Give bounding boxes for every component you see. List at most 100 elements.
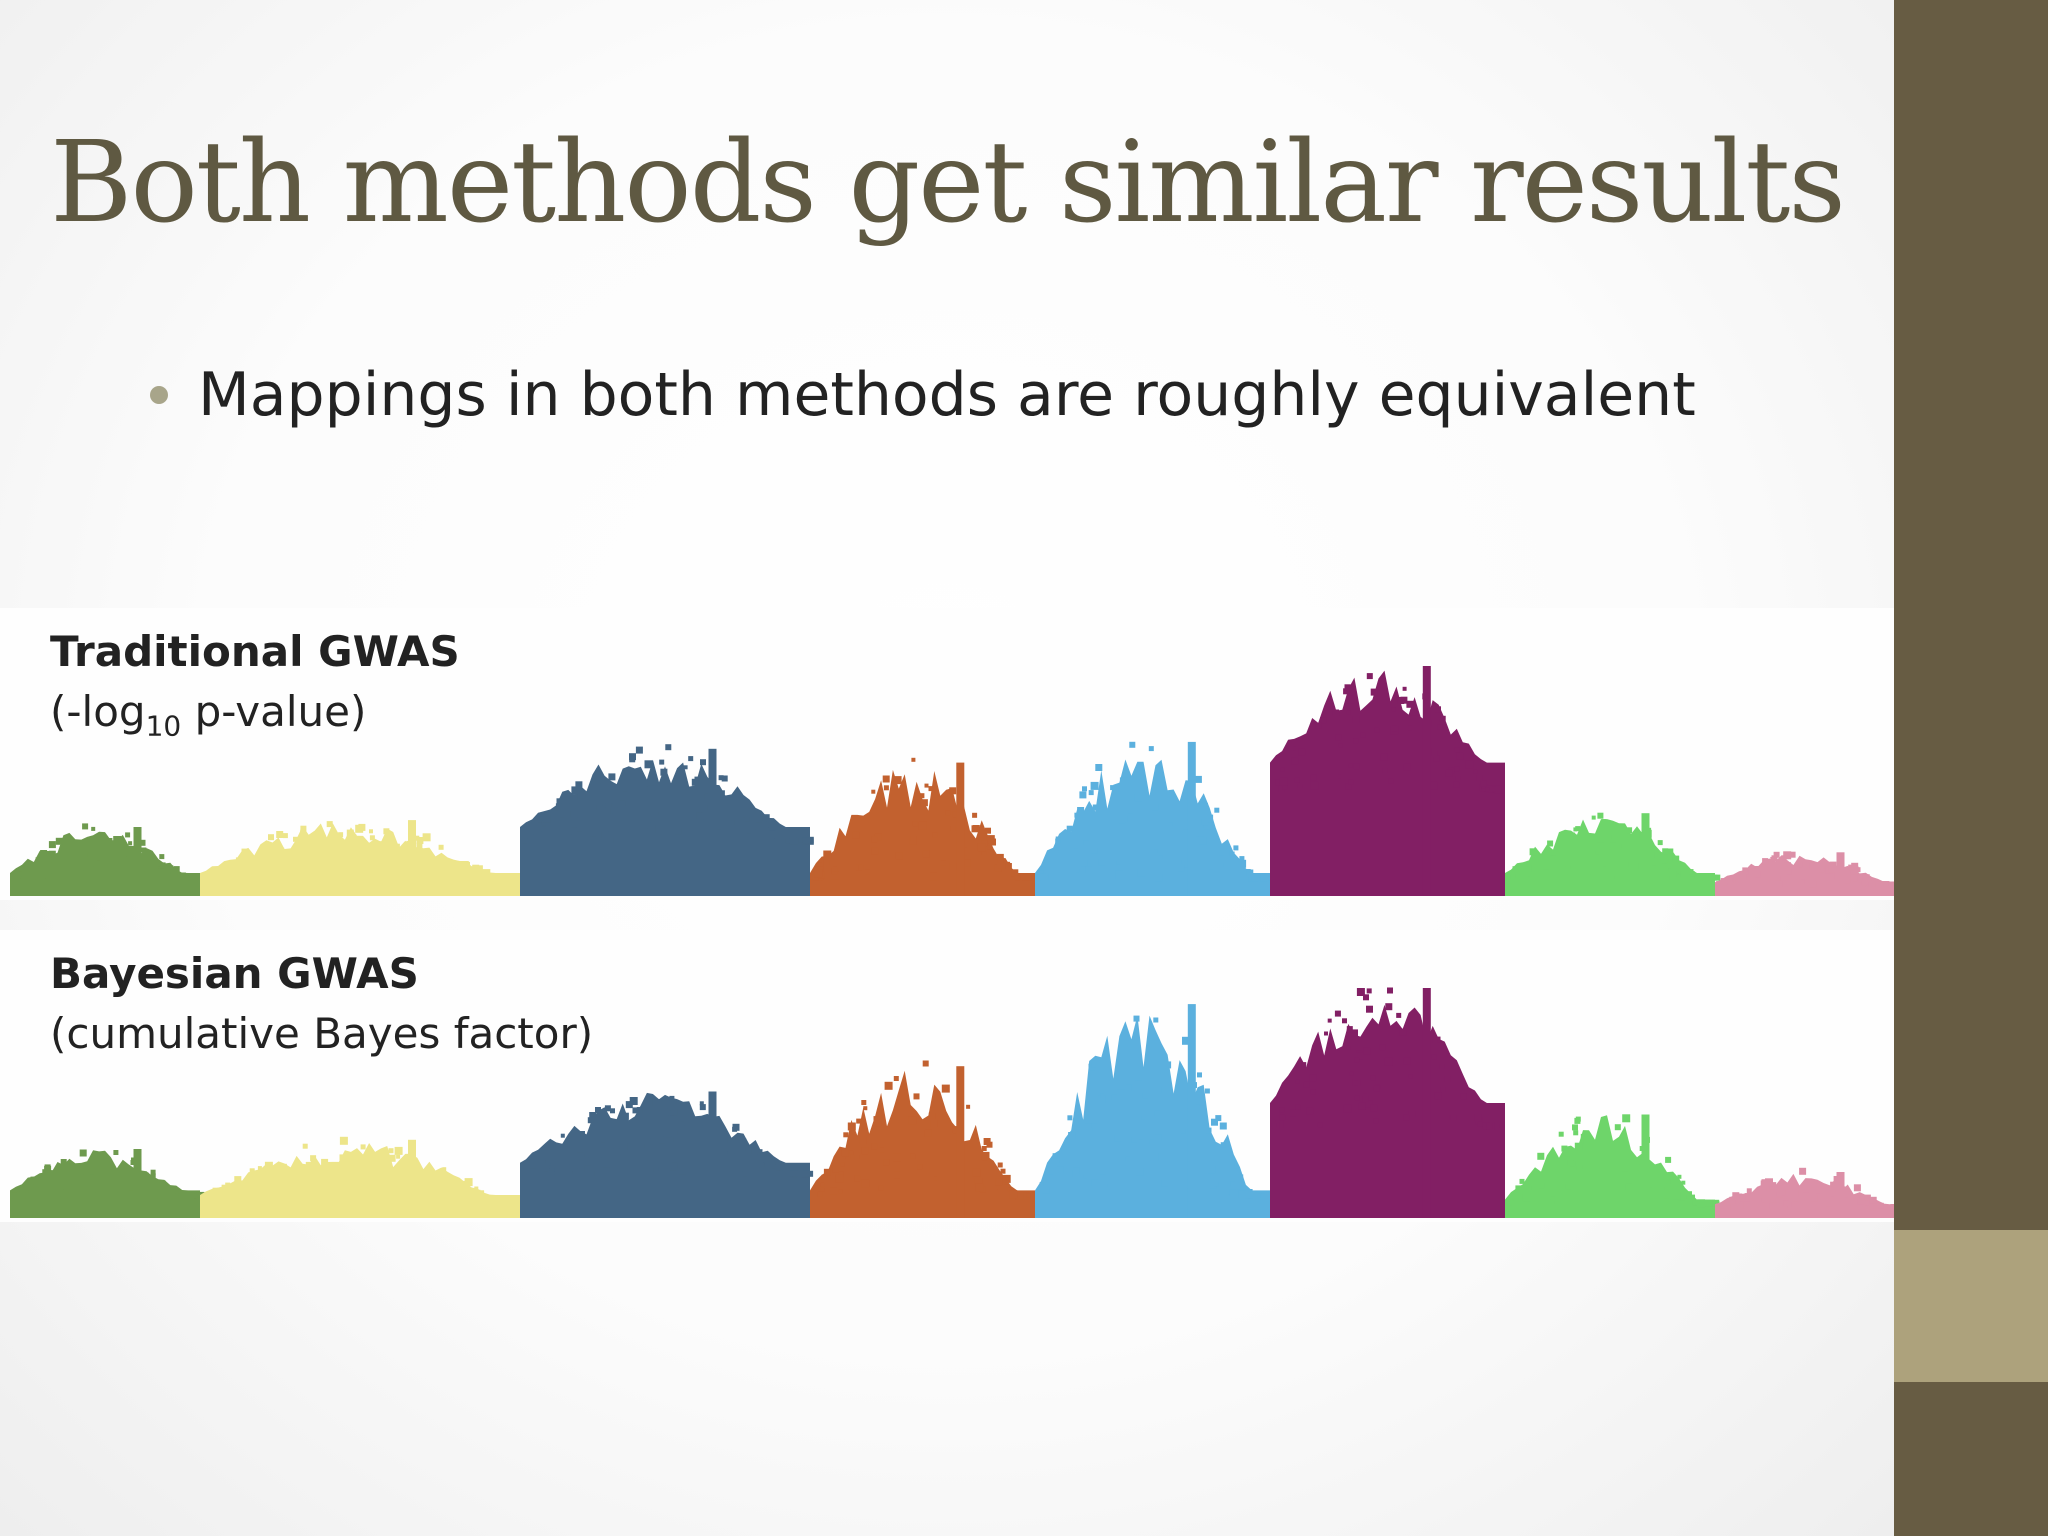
snp-point (177, 872, 186, 881)
snp-point (469, 1195, 478, 1204)
snp-point (274, 1171, 279, 1176)
snp-point (1219, 855, 1227, 864)
snp-point (985, 827, 991, 834)
snp-point (1310, 1089, 1316, 1095)
snp-point (1892, 1204, 1894, 1210)
snp-point (910, 835, 917, 842)
snp-point (1025, 874, 1032, 881)
chromosome-band-2 (200, 1136, 521, 1218)
snp-point (1547, 840, 1554, 847)
snp-point (720, 790, 725, 795)
snp-point (838, 1189, 843, 1194)
snp-point (1048, 1174, 1054, 1180)
snp-point (286, 1169, 293, 1175)
snp-point (1564, 1150, 1571, 1157)
snp-point (759, 1162, 765, 1168)
snp-point (88, 1169, 94, 1175)
bullet-dot-icon (150, 386, 168, 404)
snp-point (1433, 755, 1440, 762)
snp-point (575, 781, 583, 789)
snp-point (619, 800, 626, 807)
snp-point (82, 1181, 87, 1187)
snp-point (1485, 787, 1490, 792)
snp-point (1370, 1104, 1378, 1112)
snp-point (1714, 1200, 1720, 1206)
snp-point (1385, 1003, 1393, 1011)
snp-point (1509, 1195, 1514, 1201)
snp-point (1042, 1186, 1050, 1194)
snp-point (785, 838, 791, 844)
snp-point (1091, 847, 1098, 854)
snp-point (369, 835, 375, 841)
snp-point (399, 860, 404, 865)
snp-point (930, 1120, 938, 1127)
snp-point (1651, 860, 1657, 866)
snp-point (634, 770, 641, 777)
snp-point (1384, 1057, 1393, 1066)
snp-point (1407, 725, 1413, 731)
snp-point (1465, 760, 1474, 769)
snp-point (1075, 868, 1080, 873)
snp-point (1081, 860, 1088, 867)
snp-point (494, 1197, 500, 1203)
snp-point (257, 864, 264, 871)
snp-point (1694, 874, 1699, 879)
snp-point (988, 851, 994, 856)
snp-point (373, 1193, 379, 1199)
snp-point (1851, 862, 1859, 870)
snp-point (883, 785, 889, 791)
snp-point (438, 844, 444, 850)
snp-point (1353, 738, 1359, 744)
snp-point (825, 1178, 830, 1182)
snp-point (814, 869, 823, 878)
snp-point (277, 858, 284, 865)
snp-point (1440, 715, 1446, 721)
snp-point (807, 1170, 814, 1177)
snp-point (1134, 794, 1142, 802)
snp-point (1000, 1168, 1006, 1174)
snp-point (1362, 1096, 1369, 1102)
snp-point (1403, 763, 1411, 771)
snp-point (203, 873, 210, 880)
snp-point (1877, 881, 1884, 888)
snp-point (388, 1154, 396, 1162)
snp-point (924, 783, 929, 788)
snp-point (949, 863, 957, 870)
snp-point (109, 1171, 117, 1180)
snp-point (1761, 1186, 1767, 1192)
snp-point (1363, 1047, 1371, 1055)
chromosome-band-6 (1270, 987, 1505, 1218)
snp-point (665, 744, 672, 751)
snp-point (1716, 881, 1724, 888)
snp-point (1151, 803, 1159, 811)
snp-point (310, 1155, 317, 1162)
snp-point (1853, 1184, 1861, 1192)
snp-point (556, 798, 563, 805)
snp-point (65, 856, 71, 863)
snp-point (667, 1136, 674, 1143)
snp-point (174, 1188, 180, 1194)
snp-point (455, 870, 460, 876)
snp-point (445, 1179, 454, 1188)
peak-marker (708, 1091, 717, 1218)
snp-point (1797, 862, 1803, 868)
snp-point (941, 860, 946, 866)
snp-point (512, 875, 518, 881)
snp-point (1738, 1193, 1747, 1202)
snp-point (1545, 854, 1552, 861)
snp-point (993, 1190, 1000, 1196)
chromosome-band-3 (520, 744, 814, 896)
snp-point (309, 842, 317, 850)
snp-point (863, 1106, 868, 1111)
snp-point (1810, 1194, 1818, 1202)
snp-point (79, 1174, 84, 1179)
snp-point (679, 1167, 686, 1175)
snp-point (1627, 1197, 1634, 1204)
snp-point (1182, 1036, 1190, 1045)
snp-point (1437, 724, 1443, 730)
snp-point (44, 851, 52, 858)
snp-point (696, 812, 704, 820)
snp-point (1410, 709, 1417, 716)
snp-point (508, 1196, 515, 1203)
snp-point (1844, 877, 1851, 884)
